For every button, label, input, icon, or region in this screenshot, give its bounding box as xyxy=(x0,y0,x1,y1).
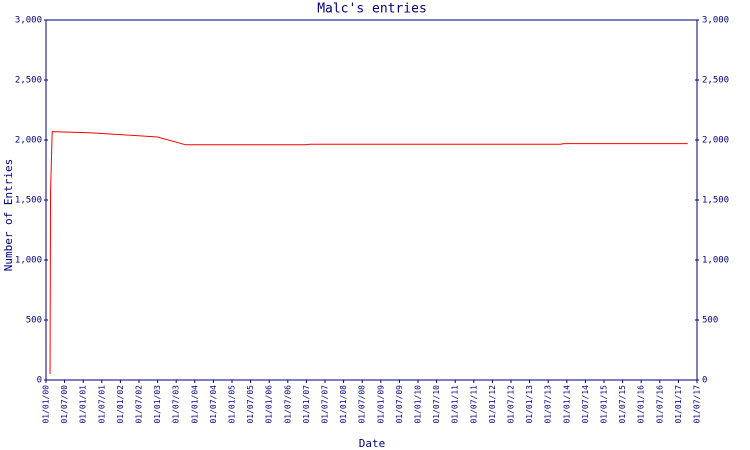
x-tick-label: 01/07/01 xyxy=(97,385,106,424)
x-tick-label: 01/07/11 xyxy=(469,385,478,424)
x-tick-label: 01/01/15 xyxy=(600,385,609,424)
x-tick-label: 01/01/03 xyxy=(153,385,162,424)
x-tick-label: 01/01/00 xyxy=(42,385,51,424)
x-tick-label: 01/07/03 xyxy=(172,385,181,424)
x-tick-label: 01/07/10 xyxy=(432,385,441,424)
x-tick-label: 01/07/02 xyxy=(135,385,144,424)
x-tick-label: 01/07/09 xyxy=(395,385,404,424)
x-tick-label: 01/07/04 xyxy=(209,385,218,424)
y2-tick-label: 1,000 xyxy=(702,256,729,266)
y-tick-label: 3,000 xyxy=(15,16,42,26)
x-tick-label: 01/01/06 xyxy=(265,385,274,424)
x-tick-label: 01/01/11 xyxy=(451,385,460,424)
x-tick-label: 01/01/05 xyxy=(228,385,237,424)
y-tick-label: 2,000 xyxy=(15,136,42,146)
x-tick-label: 01/07/13 xyxy=(544,385,553,424)
x-tick-label: 01/07/14 xyxy=(581,385,590,424)
y2-tick-label: 500 xyxy=(702,316,718,326)
x-tick-label: 01/01/04 xyxy=(190,385,199,424)
y-tick-label: 0 xyxy=(37,376,42,386)
x-tick-label: 01/07/08 xyxy=(358,385,367,424)
x-tick-label: 01/01/09 xyxy=(376,385,385,424)
y2-tick-label: 1,500 xyxy=(702,196,729,206)
x-tick-label: 01/01/08 xyxy=(339,385,348,424)
y-tick-label: 1,500 xyxy=(15,196,42,206)
x-tick-label: 01/01/07 xyxy=(302,385,311,424)
x-tick-label: 01/01/01 xyxy=(79,385,88,424)
x-tick-label: 01/07/12 xyxy=(507,385,516,424)
data-line xyxy=(49,131,688,375)
x-tick-label: 01/07/15 xyxy=(618,385,627,424)
y2-tick-label: 2,500 xyxy=(702,76,729,86)
y-axis-label: Number of Entries xyxy=(2,159,15,272)
y2-tick-label: 2,000 xyxy=(702,136,729,146)
y2-tick-label: 3,000 xyxy=(702,16,729,26)
x-tick-label: 01/01/12 xyxy=(488,385,497,424)
y-tick-label: 2,500 xyxy=(15,76,42,86)
x-tick-label: 01/07/05 xyxy=(246,385,255,424)
x-tick-label: 01/01/13 xyxy=(525,385,534,424)
x-axis-label: Date xyxy=(359,437,386,450)
x-tick-label: 01/01/17 xyxy=(674,385,683,424)
y2-tick-label: 0 xyxy=(702,376,707,386)
x-tick-label: 01/07/00 xyxy=(60,385,69,424)
x-tick-label: 01/07/17 xyxy=(693,385,702,424)
x-tick-label: 01/01/14 xyxy=(562,385,571,424)
x-tick-label: 01/07/16 xyxy=(655,385,664,424)
x-tick-label: 01/07/06 xyxy=(283,385,292,424)
x-tick-label: 01/01/10 xyxy=(414,385,423,424)
y-tick-label: 500 xyxy=(26,316,42,326)
x-tick-label: 01/01/02 xyxy=(116,385,125,424)
x-tick-label: 01/01/16 xyxy=(637,385,646,424)
chart-title: Malc's entries xyxy=(317,2,427,17)
x-tick-label: 01/07/07 xyxy=(321,385,330,424)
y-tick-label: 1,000 xyxy=(15,256,42,266)
